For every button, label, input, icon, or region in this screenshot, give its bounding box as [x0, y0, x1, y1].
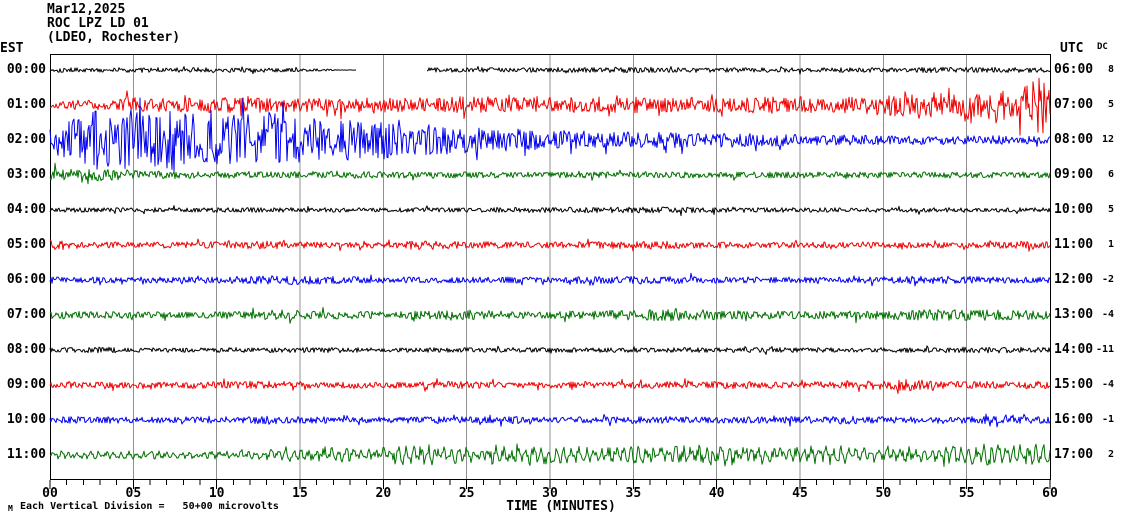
- utc-time-label: 11:00: [1054, 237, 1094, 252]
- est-time-label: 02:00: [6, 132, 46, 147]
- est-time-label: 00:00: [6, 62, 46, 77]
- x-tick-label: 60: [1042, 486, 1058, 501]
- est-time-label: 06:00: [6, 272, 46, 287]
- x-tick-label: 40: [708, 486, 725, 501]
- seismogram-trace-0800: [49, 345, 1051, 355]
- est-time-label: 03:00: [6, 167, 46, 182]
- est-time-label: 08:00: [6, 342, 46, 357]
- x-tick-label: 05: [125, 486, 142, 501]
- seismogram-trace-0300: [49, 162, 1051, 185]
- seismogram-trace-0100: [49, 77, 1051, 136]
- x-tick-label: 55: [958, 486, 975, 501]
- left-axis-label: EST: [0, 41, 24, 56]
- title-network: (LDEO, Rochester): [47, 30, 181, 45]
- est-time-label: 09:00: [6, 377, 46, 392]
- dc-value: 5: [1107, 99, 1114, 110]
- seismogram-trace-0500: [49, 238, 1051, 252]
- title-date: Mar12,2025: [47, 2, 126, 17]
- x-tick-label: 15: [292, 486, 308, 501]
- dc-value: 6: [1107, 169, 1114, 180]
- est-time-label: 07:00: [6, 307, 46, 322]
- x-tick-label: 20: [375, 486, 392, 501]
- utc-time-label: 08:00: [1054, 132, 1094, 147]
- est-time-label: 05:00: [6, 237, 46, 252]
- plot-frame: [50, 54, 1051, 480]
- seismogram-trace-0700: [49, 307, 1051, 324]
- x-tick-label: 10: [208, 486, 225, 501]
- seismogram-trace-0200: [49, 97, 1051, 173]
- x-tick-label: 45: [792, 486, 808, 501]
- vertical-division-note: Each Vertical Division = 50+00 microvolt…: [20, 501, 279, 512]
- utc-time-label: 07:00: [1054, 97, 1094, 112]
- dc-value: -11: [1095, 344, 1114, 355]
- utc-time-label: 15:00: [1054, 377, 1094, 392]
- utc-time-label: 10:00: [1054, 202, 1094, 217]
- seismogram-trace-1000: [49, 413, 1051, 428]
- est-time-label: 01:00: [6, 97, 46, 112]
- dc-value: 2: [1107, 449, 1114, 460]
- x-tick-label: 25: [458, 486, 475, 501]
- est-time-label: 11:00: [6, 447, 46, 462]
- dc-value: -1: [1101, 414, 1114, 425]
- utc-time-label: 12:00: [1054, 272, 1094, 287]
- dc-column-label: DC: [1097, 42, 1108, 52]
- x-tick-label: 00: [42, 486, 58, 501]
- x-axis-title: TIME (MINUTES): [506, 499, 616, 514]
- dc-value: -4: [1101, 379, 1114, 390]
- seismogram-trace-0900: [49, 378, 1051, 394]
- est-time-label: 04:00: [6, 202, 46, 217]
- x-tick-label: 30: [542, 486, 558, 501]
- utc-time-label: 09:00: [1054, 167, 1094, 182]
- utc-time-label: 17:00: [1054, 447, 1094, 462]
- dc-value: 1: [1107, 239, 1114, 250]
- dc-value: -4: [1101, 309, 1114, 320]
- dc-value: 5: [1107, 204, 1114, 215]
- dc-value: 12: [1101, 134, 1114, 145]
- est-time-label: 10:00: [6, 412, 46, 427]
- seismogram-trace-1100: [49, 443, 1051, 467]
- title-station: ROC LPZ LD 01: [47, 16, 149, 31]
- seismogram-trace-0400: [49, 205, 1051, 217]
- dc-value: -2: [1101, 274, 1114, 285]
- seismogram-trace-0600: [49, 272, 1051, 287]
- seismogram-trace-0000: [49, 66, 1051, 75]
- utc-time-label: 13:00: [1054, 307, 1094, 322]
- dc-value: 8: [1107, 64, 1114, 75]
- x-tick-label: 35: [625, 486, 642, 501]
- right-axis-label: UTC: [1060, 41, 1084, 56]
- utc-time-label: 16:00: [1054, 412, 1094, 427]
- utc-time-label: 14:00: [1054, 342, 1094, 357]
- x-tick-label: 50: [875, 486, 892, 501]
- footer-mark: M: [8, 504, 13, 513]
- utc-time-label: 06:00: [1054, 62, 1094, 77]
